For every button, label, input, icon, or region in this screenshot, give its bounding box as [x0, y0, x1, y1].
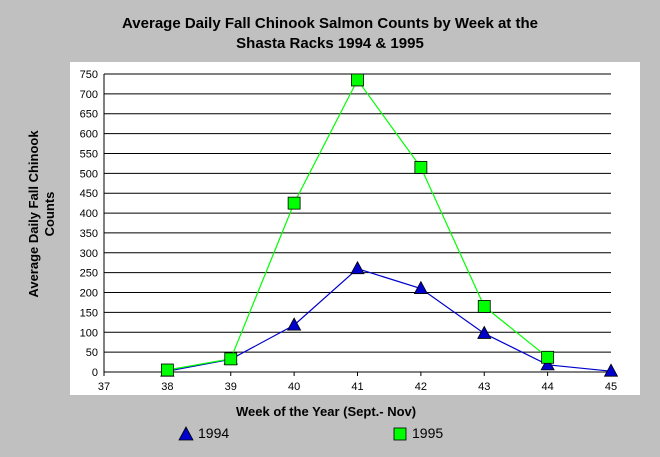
legend-label-1995: 1995 — [412, 425, 444, 441]
series-line-1994 — [167, 268, 612, 372]
y-tick-label-200: 200 — [80, 288, 98, 300]
data-point-1994-week-43 — [477, 325, 492, 339]
x-tick-label-39: 39 — [225, 381, 237, 393]
data-point-1995-week-43 — [477, 300, 491, 313]
y-tick-label-700: 700 — [80, 89, 98, 101]
chart-title-line-1: Average Daily Fall Chinook Salmon Counts… — [122, 15, 538, 32]
x-tick-label-43: 43 — [478, 381, 490, 393]
y-tick-label-600: 600 — [80, 129, 98, 141]
y-tick-label-750: 750 — [80, 69, 98, 81]
legend-marker-1994 — [178, 426, 194, 441]
y-tick-label-450: 450 — [80, 188, 98, 200]
data-point-1995-week-41 — [351, 73, 364, 87]
chart-title-line-2: Shasta Racks 1994 & 1995 — [236, 35, 424, 52]
y-tick-label-400: 400 — [80, 208, 98, 220]
legend-label-1994: 1994 — [198, 425, 230, 441]
x-tick-label-45: 45 — [605, 381, 617, 393]
data-point-1994-week-44 — [540, 357, 555, 371]
x-tick-label-42: 42 — [415, 381, 427, 393]
data-point-1994-week-42 — [413, 280, 429, 294]
y-tick-label-500: 500 — [80, 168, 98, 180]
x-tick-label-37: 37 — [98, 381, 110, 393]
data-point-1994-week-40 — [286, 317, 302, 331]
data-point-1995-week-38 — [160, 363, 174, 377]
data-point-1994-week-41 — [350, 260, 365, 275]
y-tick-label-550: 550 — [80, 148, 98, 160]
y-tick-label-150: 150 — [80, 307, 98, 319]
x-axis-label: Week of the Year (Sept.- Nov) — [236, 404, 417, 419]
legend-marker-1995 — [393, 427, 407, 441]
y-tick-label-350: 350 — [80, 228, 98, 240]
y-tick-label-100: 100 — [80, 327, 98, 339]
plot-area — [104, 74, 611, 372]
chart-title: Average Daily Fall Chinook Salmon Counts… — [0, 14, 660, 54]
x-tick-label-41: 41 — [351, 381, 363, 393]
data-point-1995-week-39 — [224, 352, 238, 366]
y-tick-label-50: 50 — [86, 347, 98, 359]
data-point-1995-week-40 — [287, 196, 301, 210]
data-point-1995-week-44 — [541, 350, 555, 364]
y-tick-label-300: 300 — [80, 248, 98, 260]
data-point-1994-week-45 — [603, 363, 619, 377]
x-tick-label-40: 40 — [288, 381, 300, 393]
x-tick-label-44: 44 — [542, 381, 554, 393]
data-point-1995-week-42 — [414, 160, 428, 174]
y-tick-label-0: 0 — [92, 367, 98, 379]
y-tick-label-650: 650 — [80, 109, 98, 121]
x-tick-label-38: 38 — [161, 381, 173, 393]
y-tick-label-250: 250 — [80, 268, 98, 280]
